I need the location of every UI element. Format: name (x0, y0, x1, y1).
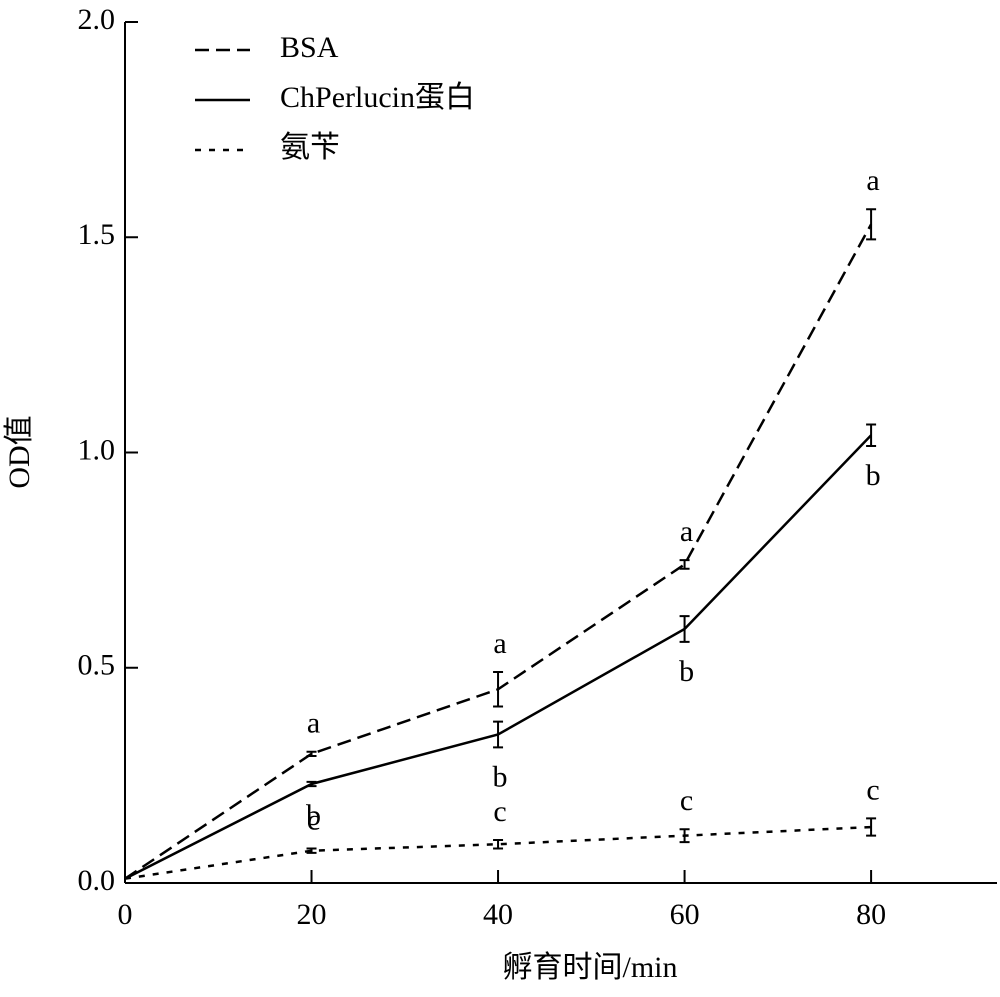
error-bar (866, 208, 877, 241)
significance-letter: a (493, 627, 506, 660)
y-tick-label: 2.0 (78, 3, 116, 36)
error-bar (306, 750, 317, 758)
significance-letter: b (866, 459, 881, 492)
significance-letter: c (307, 803, 320, 836)
error-bar (679, 559, 690, 570)
significance-letter: c (866, 773, 879, 806)
y-tick-label: 1.0 (78, 433, 116, 466)
significance-letter: b (679, 655, 694, 688)
x-axis-label: 孵育时间/min (502, 951, 677, 984)
significance-letter: b (306, 799, 321, 832)
legend-label: 氨苄 (280, 131, 340, 164)
significance-letter: c (493, 795, 506, 828)
error-bar (866, 423, 877, 448)
y-tick-label: 1.5 (78, 218, 116, 251)
x-tick-label: 20 (297, 898, 327, 931)
error-bar (493, 671, 504, 708)
x-tick-label: 80 (856, 898, 886, 931)
y-tick-label: 0.5 (78, 649, 116, 682)
legend-label: BSA (280, 31, 339, 64)
y-tick-label: 0.0 (78, 864, 116, 897)
error-bar (679, 828, 690, 844)
significance-letter: a (866, 164, 879, 197)
x-tick-label: 40 (483, 898, 513, 931)
significance-letter: a (307, 707, 320, 740)
significance-letter: a (680, 515, 693, 548)
error-bar (493, 720, 504, 749)
significance-letter: c (680, 784, 693, 817)
significance-letter: b (493, 760, 508, 793)
error-bar (493, 838, 504, 850)
error-bar (866, 817, 877, 837)
error-bar (306, 780, 317, 788)
y-axis-label: OD值 (3, 415, 36, 488)
x-tick-label: 60 (670, 898, 700, 931)
error-bar (679, 615, 690, 643)
x-tick-label: 0 (118, 898, 133, 931)
error-bar (306, 847, 317, 854)
legend-label: ChPerlucin蛋白 (280, 81, 475, 114)
